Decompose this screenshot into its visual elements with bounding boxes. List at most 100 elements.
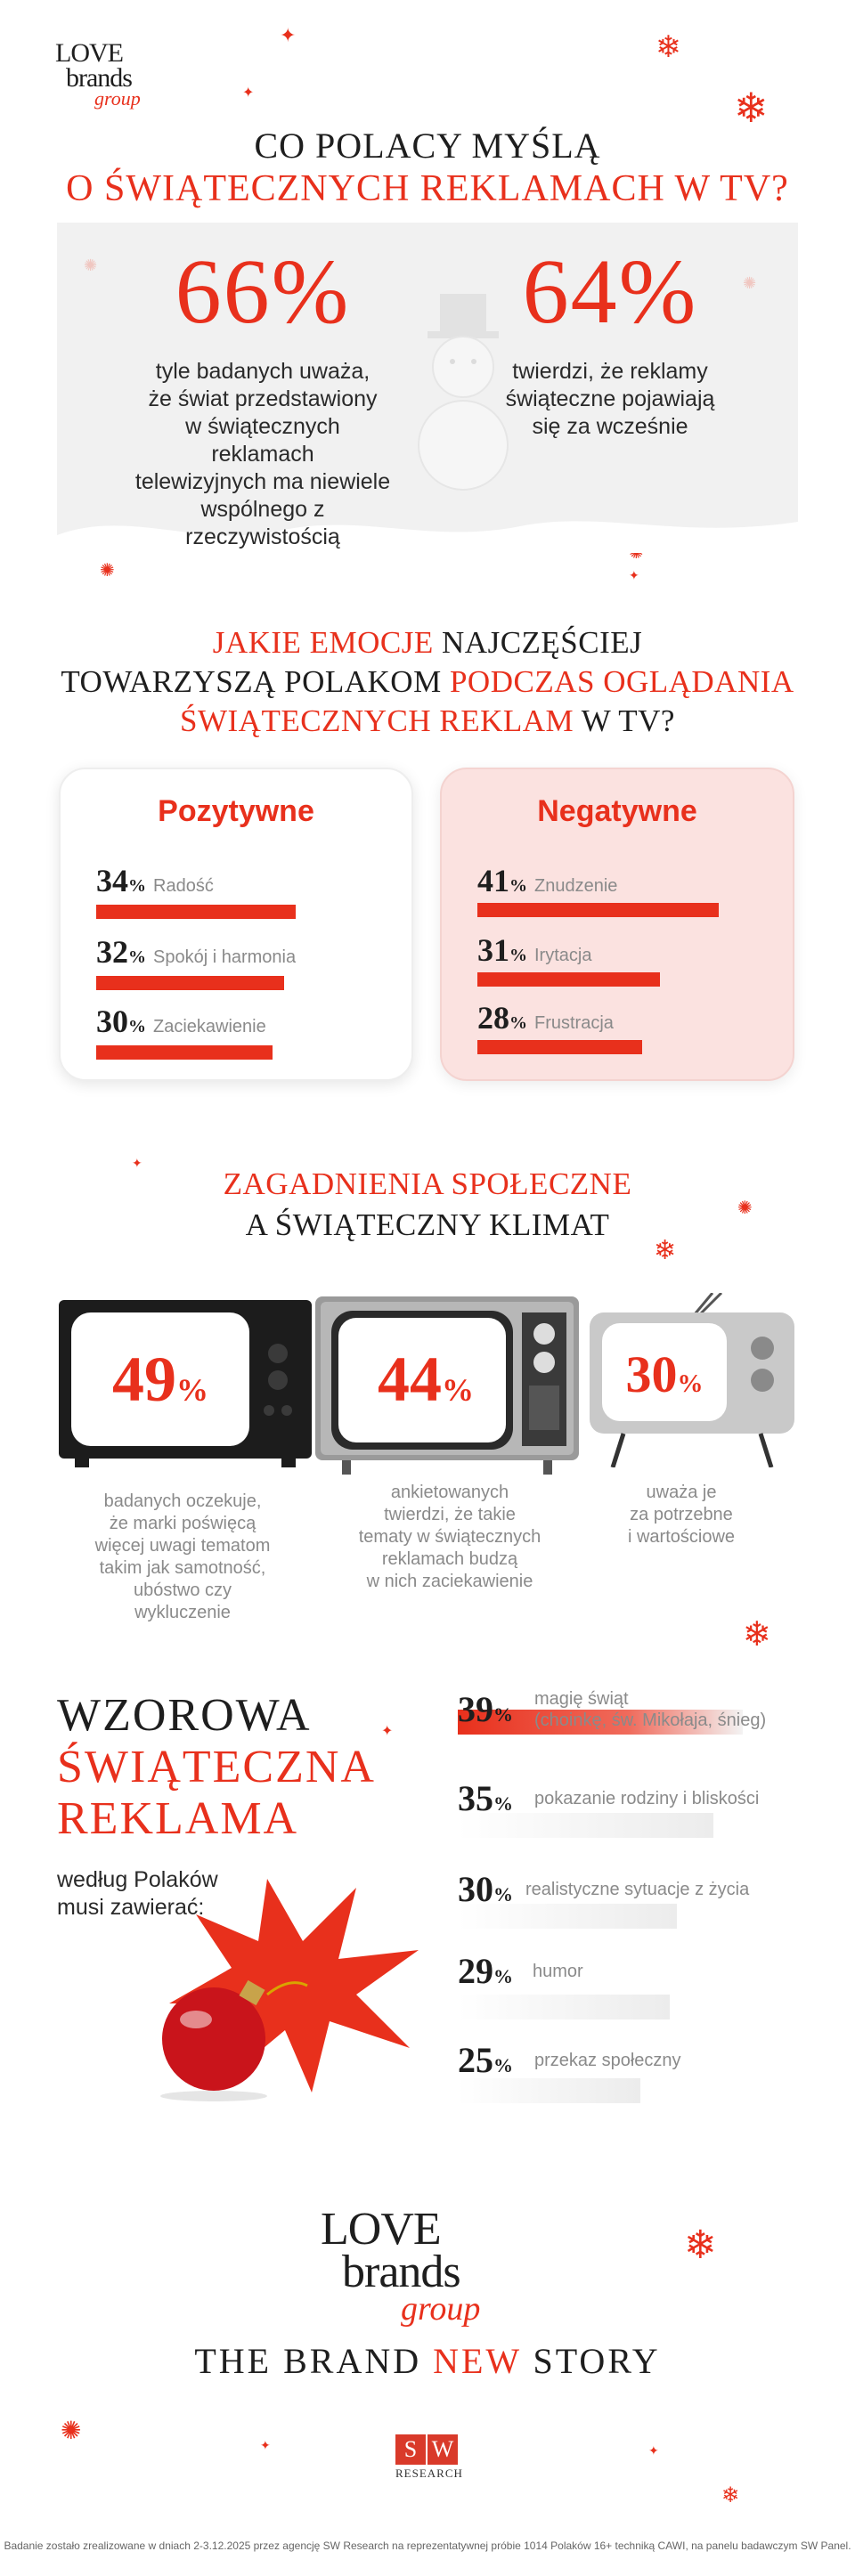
ingredient-row: 35% [458, 1777, 513, 1819]
heading-highlight: ŚWIĄTECZNYCH REKLAM [180, 703, 574, 738]
ideal-ad-subtitle: według Polaków musi zawierać: [57, 1867, 218, 1920]
emotion-row: 30% Zaciekawienie [96, 1003, 266, 1040]
ideal-ad-title: WZOROWA ŚWIĄTECZNA REKLAMA [57, 1690, 376, 1845]
love-brands-logo: LOVE brands group [321, 2204, 543, 2328]
star-icon: ✦ [648, 2444, 659, 2458]
emotion-label: Znudzenie [534, 876, 618, 896]
tv-percent: 49% [112, 1344, 208, 1415]
ingredient-label: magię świąt (choinkę, św. Mikołaja, śnie… [534, 1689, 767, 1730]
logo-line: group [94, 87, 141, 110]
brand-tagline: THE BRAND NEW STORY [194, 2341, 661, 2381]
star-icon: ✦ [260, 2439, 271, 2453]
star-icon: ✦ [132, 1157, 142, 1171]
star-icon: ✦ [381, 1722, 394, 1739]
star-icon: ✦ [629, 569, 639, 583]
emotion-bar [477, 972, 660, 987]
heading-highlight: PODCZAS OGLĄDANIA [449, 664, 794, 699]
stat-description: tyle badanych uważa, że świat przedstawi… [134, 358, 392, 551]
snowflake-icon: ❄ [656, 29, 681, 65]
tv-description: ankietowanych twierdzi, że takie tematy w … [358, 1483, 542, 1591]
tv-set-illustration [590, 1293, 794, 1467]
snowflake-icon: ❄ [743, 1614, 771, 1654]
emotion-row: 31% Irytacja [477, 931, 591, 969]
heading-text: NAJCZĘŚCIEJ [433, 625, 643, 660]
emotion-percent: 32% [96, 934, 146, 970]
star-icon: ✦ [280, 25, 297, 47]
emotion-label: Frustracja [534, 1013, 614, 1033]
ingredient-label: pokazanie rodziny i bliskości [534, 1789, 760, 1808]
social-subheading: A ŚWIĄTECZNY KLIMAT [245, 1207, 610, 1242]
emotion-label: Irytacja [534, 946, 592, 965]
snow-wave-shape [57, 521, 798, 553]
desc-line: w świątecznych reklamach [185, 414, 340, 467]
title-line: REKLAMA [57, 1793, 299, 1844]
tv-description: uważa je za potrzebne i wartościowe [627, 1483, 736, 1547]
tv-set-illustration [315, 1296, 579, 1475]
snowflake-icon: ✺ [84, 256, 98, 275]
snowflake-icon: ✺ [743, 274, 757, 293]
desc-line: telewizyjnych ma niewiele [134, 469, 391, 494]
ingredient-percent: 30% [458, 1869, 513, 1909]
ingredient-bar [458, 1904, 677, 1929]
tv-description: badanych oczekuje, że marki poświęcą więce… [94, 1491, 271, 1622]
emotion-bar [96, 976, 285, 990]
emotion-label: Zaciekawienie [153, 1017, 266, 1036]
desc-line: że świat przedstawiony [148, 386, 378, 411]
logo-line: LOVE [55, 38, 124, 68]
logo-text: RESEARCH [395, 2466, 463, 2480]
ingredient-row: 39% [458, 1688, 513, 1730]
desc-line: wspólnego z rzeczywistością [185, 497, 340, 549]
ingredient-row: 25% [458, 2039, 513, 2081]
emotion-bar [477, 1040, 642, 1054]
card-title: Pozytywne [158, 794, 314, 828]
hero-band: ✺ ✺ [57, 223, 798, 553]
heading-highlight: JAKIE EMOCJE [212, 625, 434, 660]
ingredient-percent: 35% [458, 1778, 513, 1818]
emotion-percent: 30% [96, 1004, 146, 1039]
emotion-row: 41% Znudzenie [477, 862, 617, 899]
ingredient-row: 30% [458, 1868, 513, 1910]
logo-line: group [401, 2290, 481, 2328]
positive-emotions-card: Pozytywne 34% Radość 32% Spokój i harmonia… [59, 768, 413, 1081]
snowman-illustration [418, 294, 509, 491]
star-icon: ✦ [242, 84, 255, 101]
logo-line: LOVE [321, 2204, 442, 2255]
emotion-bar [96, 1045, 273, 1060]
stat-description: twierdzi, że reklamy świąteczne pojawiaj… [499, 358, 721, 441]
card-title: Negatywne [537, 794, 697, 828]
methodology-footnote: Badanie zostało zrealizowane w dniach 2-… [4, 2539, 851, 2552]
ingredient-percent: 39% [458, 1689, 513, 1729]
tv-set-illustration [59, 1300, 312, 1467]
sw-research-logo: S W RESEARCH [395, 2434, 463, 2481]
emotion-row: 34% Radość [96, 862, 214, 899]
emotion-percent: 31% [477, 932, 527, 968]
logo-letter: W [428, 2434, 458, 2465]
emotion-row: 32% Spokój i harmonia [96, 933, 296, 971]
desc-line: świąteczne pojawiają [505, 386, 715, 411]
tv-percent: 30% [625, 1345, 704, 1403]
bauble-explosion-illustration [160, 1879, 419, 2101]
page-title-highlight: O ŚWIĄTECZNYCH REKLAMACH W TV? [66, 168, 789, 209]
ingredient-percent: 29% [458, 1951, 513, 1991]
logo-line: brands [342, 2247, 461, 2297]
ingredient-row: 29% [458, 1950, 513, 1992]
emotion-percent: 41% [477, 863, 527, 898]
ingredient-percent: 25% [458, 2040, 513, 2080]
emotion-label: Spokój i harmonia [153, 947, 297, 967]
snowflake-icon: ❄ [654, 1235, 677, 1266]
emotion-label: Radość [153, 876, 214, 896]
stat-percent: 64% [522, 240, 698, 343]
ingredient-bar [458, 1710, 743, 1735]
social-heading: ZAGADNIENIA SPOŁECZNE [223, 1166, 632, 1201]
page-title: CO POLACY MYŚLĄ [254, 126, 601, 166]
desc-line: tyle badanych uważa, [155, 359, 370, 384]
ingredient-bar [458, 1995, 670, 2019]
emotion-percent: 28% [477, 1000, 527, 1036]
snowflake-icon: ❄ [734, 84, 769, 132]
snowflake-icon: ✺ [61, 2416, 82, 2445]
logo-letter: S [395, 2434, 426, 2465]
love-brands-logo: LOVE brands group [55, 38, 162, 110]
snowflake-icon: ❄ [684, 2223, 717, 2268]
emotion-row: 28% Frustracja [477, 999, 614, 1036]
ingredient-label: przekaz społeczny [534, 2051, 681, 2070]
